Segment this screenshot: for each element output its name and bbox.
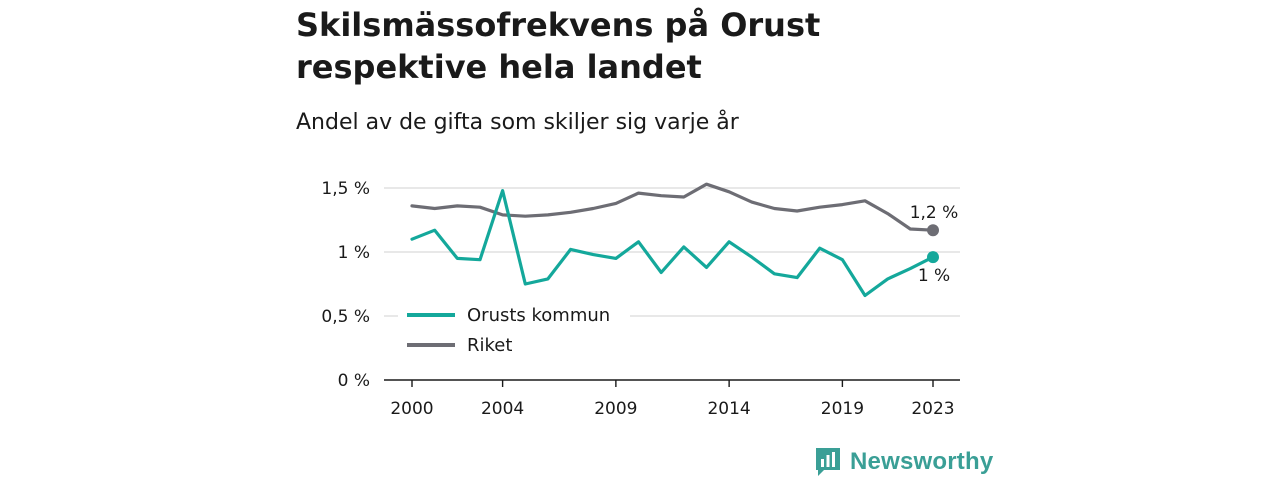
end-label-riket: 1,2 % bbox=[910, 203, 959, 223]
x-tick-label: 2009 bbox=[594, 399, 637, 419]
x-tick-label: 2023 bbox=[911, 399, 954, 419]
y-tick-label: 0,5 % bbox=[321, 307, 370, 327]
legend-label: Orusts kommun bbox=[467, 305, 610, 326]
legend-background bbox=[398, 298, 630, 364]
line-chart: 0 % 0,5 % 1 % 1,5 % 2000 2004 2009 2014 2019 2023… bbox=[321, 179, 960, 419]
x-tick-label: 2019 bbox=[821, 399, 864, 419]
series-line-riket bbox=[410, 182, 935, 232]
legend-label: Riket bbox=[467, 335, 512, 356]
y-tick-label: 0 % bbox=[338, 371, 370, 391]
end-label-orust: 1 % bbox=[918, 266, 950, 286]
brand-name: Newsworthy bbox=[850, 448, 994, 475]
newsworthy-logo-icon bbox=[816, 448, 840, 476]
chart-subtitle: Andel av de gifta som skiljer sig varje … bbox=[296, 110, 739, 135]
brand-logo: Newsworthy bbox=[814, 444, 993, 480]
series-end-point bbox=[927, 224, 939, 237]
y-tick-label: 1 % bbox=[338, 243, 370, 263]
series-end-point bbox=[927, 251, 939, 264]
x-tick-label: 2014 bbox=[707, 399, 750, 419]
x-tick-label: 2000 bbox=[390, 399, 433, 419]
series-line-orust bbox=[410, 189, 935, 298]
x-tick-label: 2004 bbox=[481, 399, 524, 419]
chart-title: Skilsmässofrekvens på Orust respektive h… bbox=[296, 6, 821, 86]
y-tick-label: 1,5 % bbox=[321, 179, 370, 199]
